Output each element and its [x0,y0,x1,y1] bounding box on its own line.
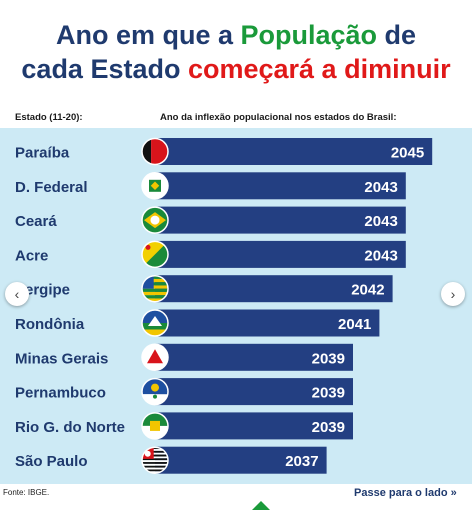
category-header: Estado (11-20): [15,112,83,123]
source-note: Fonte: IBGE. [3,488,50,497]
minas-gerais-flag-icon [141,343,169,372]
bar [155,309,380,337]
value-header: Ano da inflexão populacional nos estados… [160,112,397,123]
value-label: 2037 [285,453,318,470]
bar [155,206,406,234]
ceara-flag-icon [141,206,169,234]
bar-row: Rio G. do Norte 2039 [15,412,353,440]
value-label: 2043 [364,179,397,196]
category-label: Acre [15,247,48,264]
value-label: 2039 [312,385,345,402]
category-label: Rio G. do Norte [15,419,125,436]
category-label: São Paulo [15,453,88,470]
logo-icon [252,501,270,510]
double-chevron-right-icon: » [450,487,457,499]
bar [155,343,353,371]
df-flag-icon [141,172,169,200]
category-label: D. Federal [15,179,88,196]
category-label: Pernambuco [15,385,106,402]
bar-row: Paraíba 2045 [15,137,433,166]
chart-title: Ano em que a População de cada Estado co… [0,18,472,86]
value-label: 2042 [351,282,384,299]
bar-row: Sergipe 2042 [15,274,393,303]
value-label: 2043 [364,213,397,230]
bar-row: Ceará 2043 [15,206,406,234]
category-label: Minas Gerais [15,350,108,367]
rondonia-flag-icon [141,309,169,337]
swipe-next-label: Passe para o lado [354,487,448,499]
value-label: 2045 [391,145,424,162]
bar [155,378,353,406]
title-text: de [377,20,417,50]
bar-row: São Paulo 2037 [15,446,327,474]
value-label: 2039 [312,419,345,436]
chevron-left-icon: ‹ [14,286,20,302]
value-label: 2041 [338,316,371,333]
pernambuco-flag-icon [141,377,169,406]
title-highlight-red: começará a diminuir [187,54,451,84]
chevron-right-icon: › [450,286,456,302]
swipe-next-link[interactable]: Passe para o lado » [354,487,457,499]
value-label: 2039 [312,350,345,367]
column-headers: Estado (11-20): Ano da inflexão populaci… [0,112,472,128]
bar [155,412,353,440]
bar [155,138,433,165]
bar-row: D. Federal 2043 [15,172,406,200]
title-line-2: cada Estado começará a diminuir [0,52,472,86]
bar [155,240,406,268]
title-text: Ano em que a [55,20,241,50]
bar-row: Acre 2043 [15,240,406,269]
carousel-prev-button[interactable]: ‹ [5,282,29,306]
bar [155,446,327,474]
sergipe-flag-icon [141,274,169,303]
sao-paulo-flag-icon [141,446,169,474]
bar [155,172,406,200]
title-line-1: Ano em que a População de [0,18,472,52]
paraiba-flag-icon [141,137,169,166]
value-label: 2043 [364,247,397,264]
bar-chart: Paraíba 2045 D. Federal 2043 Ceará 2043 Acre 20… [15,137,433,474]
title-highlight-green: População [240,20,378,50]
bar [155,275,393,303]
acre-flag-icon [141,240,169,269]
rn-flag-icon [141,412,169,440]
category-label: Rondônia [15,316,85,333]
title-text: cada Estado [21,54,188,84]
bar-row: Minas Gerais 2039 [15,343,353,372]
bar-row: Rondônia 2041 [15,309,380,337]
carousel-next-button[interactable]: › [441,282,465,306]
category-label: Ceará [15,213,57,230]
category-label: Paraíba [15,145,70,162]
bar-row: Pernambuco 2039 [15,377,353,406]
